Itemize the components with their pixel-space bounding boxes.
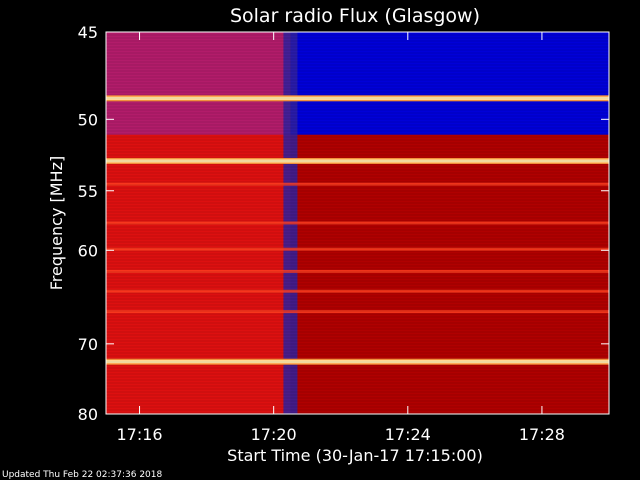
moderate-line [106, 269, 609, 273]
x-tick-label: 17:16 [116, 425, 162, 444]
x-tick-label: 17:20 [251, 425, 297, 444]
x-tick-label: 17:28 [519, 425, 565, 444]
bright-line [106, 360, 609, 364]
post-event-low-band [290, 32, 609, 135]
y-tick-label: 60 [78, 241, 98, 260]
chart-title: Solar radio Flux (Glasgow) [230, 5, 480, 27]
y-axis-label: Frequency [MHz] [47, 156, 66, 290]
y-tick-label: 70 [78, 335, 98, 354]
x-tick-label: 17:24 [385, 425, 431, 444]
y-tick-label: 80 [78, 405, 98, 424]
bright-line [106, 159, 609, 163]
y-tick-label: 50 [78, 110, 98, 129]
moderate-line [106, 182, 609, 186]
plot-frame [105, 31, 610, 415]
y-tick-label: 45 [78, 23, 98, 42]
bright-line [106, 96, 609, 100]
x-axis-label: Start Time (30-Jan-17 17:15:00) [227, 446, 483, 465]
moderate-line [106, 247, 609, 251]
y-tick-label: 55 [78, 182, 98, 201]
spectrogram-plot [106, 32, 609, 414]
moderate-line [106, 289, 609, 293]
pre-event-low-band [106, 32, 291, 135]
updated-footer: Updated Thu Feb 22 02:37:36 2018 [2, 470, 163, 480]
moderate-line [106, 310, 609, 314]
moderate-line [106, 221, 609, 225]
